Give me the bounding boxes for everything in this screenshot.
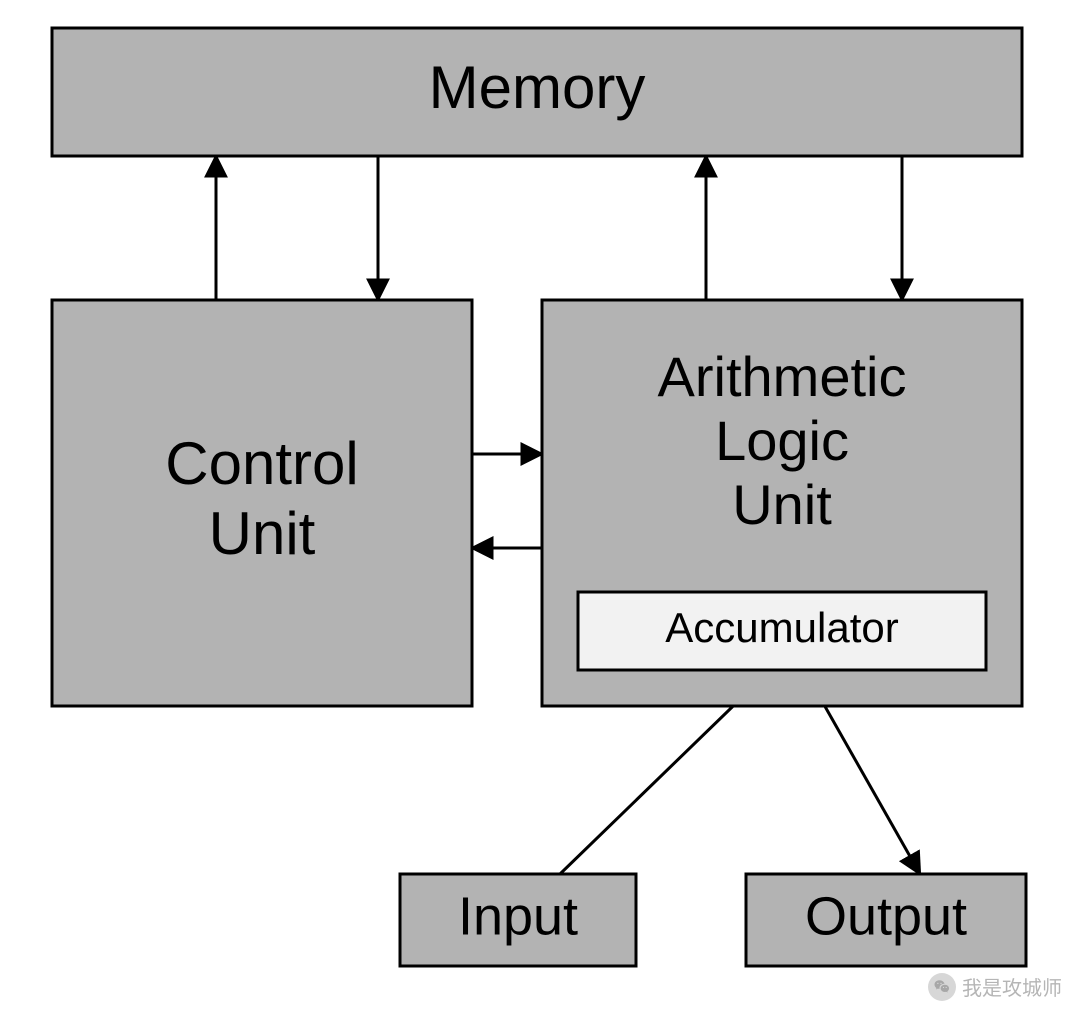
von-neumann-diagram: MemoryControlUnitArithmeticLogicUnitAccu…	[0, 0, 1080, 1029]
edge	[560, 680, 760, 874]
label-alu-2: Unit	[732, 473, 832, 536]
diagram-container: MemoryControlUnitArithmeticLogicUnitAccu…	[0, 0, 1080, 1029]
label-control_unit-0: Control	[165, 430, 358, 497]
edge	[810, 680, 920, 874]
wechat-icon	[928, 973, 956, 1001]
label-input: Input	[458, 886, 578, 946]
label-control_unit-1: Unit	[209, 500, 316, 567]
label-accumulator: Accumulator	[665, 604, 898, 651]
label-alu-0: Arithmetic	[658, 345, 907, 408]
label-output: Output	[805, 886, 967, 946]
watermark: 我是攻城师	[928, 972, 1062, 1001]
watermark-text: 我是攻城师	[962, 972, 1062, 1001]
label-alu-1: Logic	[715, 409, 849, 472]
label-memory: Memory	[429, 54, 646, 121]
